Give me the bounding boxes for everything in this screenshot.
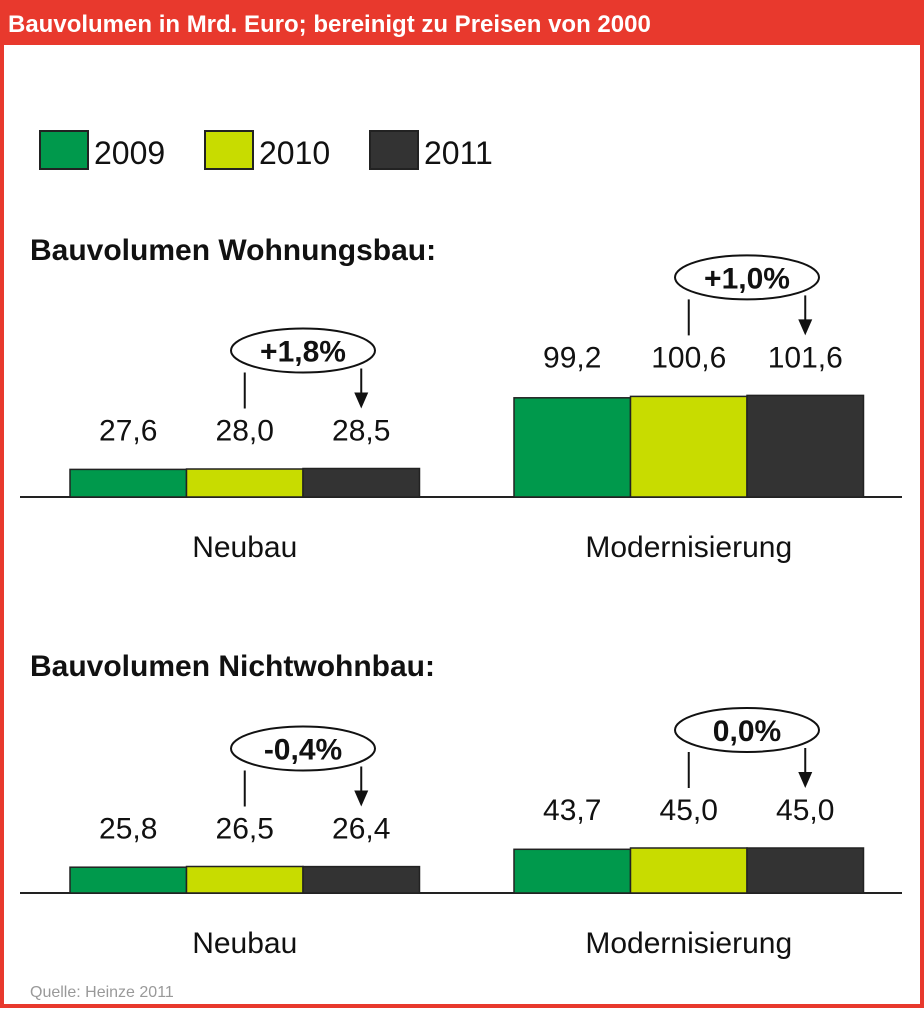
annotation-label: +1,8% (260, 336, 346, 369)
chart-title: Bauvolumen Wohnungsbau: (30, 234, 436, 267)
bracket-arrow (798, 319, 813, 336)
value-label: 100,6 (651, 341, 726, 374)
value-label: 26,5 (216, 813, 274, 846)
bracket-arrow (354, 790, 369, 807)
annotation-ellipse (674, 254, 820, 301)
legend-label: 2009 (94, 135, 165, 171)
bracket-arrow (798, 772, 813, 788)
bar (185, 865, 304, 894)
category-label: Neubau (192, 531, 297, 564)
bar (302, 865, 421, 894)
header-title: Bauvolumen in Mrd. Euro; bereinigt zu Pr… (8, 11, 651, 38)
value-label: 28,0 (216, 415, 274, 448)
value-label: 45,0 (660, 794, 718, 827)
source: Quelle: Heinze 2011 (30, 984, 174, 1001)
annotation-ellipse (230, 725, 376, 772)
value-label: 101,6 (768, 341, 843, 374)
bar (69, 468, 188, 498)
annotation-label: -0,4% (264, 734, 342, 767)
bar (629, 395, 748, 498)
value-label: 45,0 (776, 794, 834, 827)
annotation-label: +1,0% (704, 262, 790, 295)
value-label: 25,8 (99, 813, 157, 846)
bar (746, 847, 865, 894)
legend-swatch (204, 130, 254, 170)
category-label: Neubau (192, 927, 297, 960)
value-label: 43,7 (543, 794, 601, 827)
bar (629, 847, 748, 894)
value-label: 99,2 (543, 341, 601, 374)
legend-label: 2011 (424, 135, 493, 171)
annotation-label: 0,0% (713, 715, 781, 748)
annotation-ellipse (230, 327, 376, 374)
legend-label: 2010 (259, 135, 330, 171)
bar (302, 467, 421, 498)
header-band (0, 0, 924, 45)
annotation-ellipse (674, 707, 820, 753)
bar (513, 848, 632, 894)
chart-title: Bauvolumen Nichtwohnbau: (30, 650, 435, 683)
value-label: 26,4 (332, 813, 390, 846)
value-label: 28,5 (332, 415, 390, 448)
legend-swatch (39, 130, 89, 170)
category-label: Modernisierung (585, 531, 792, 564)
category-label: Modernisierung (585, 927, 792, 960)
bar (513, 397, 632, 498)
value-label: 27,6 (99, 415, 157, 448)
bar (69, 866, 188, 894)
legend-swatch (369, 130, 419, 170)
bar (185, 468, 304, 498)
bar (746, 394, 865, 498)
bracket-arrow (354, 392, 369, 409)
